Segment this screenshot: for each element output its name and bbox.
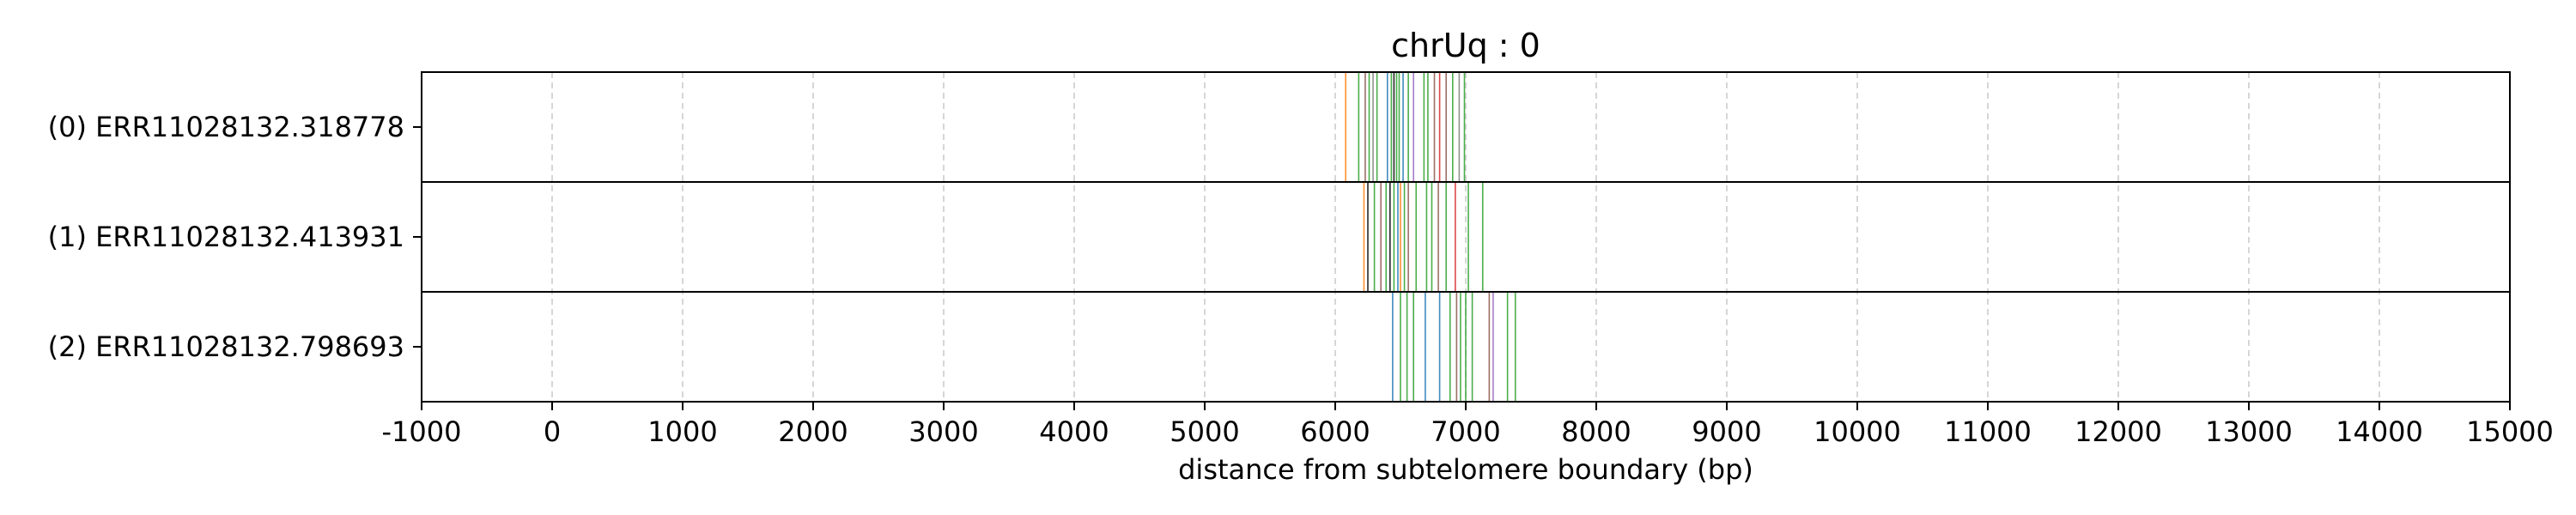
row-label: (2) ERR11028132.798693 — [48, 330, 404, 363]
x-tick-label: 11000 — [1944, 415, 2032, 448]
x-tick-label: 14000 — [2336, 415, 2423, 448]
x-tick-label: 15000 — [2466, 415, 2554, 448]
x-tick-label: 5000 — [1170, 415, 1239, 448]
x-tick-label: 6000 — [1300, 415, 1370, 448]
x-tick-label: 10000 — [1814, 415, 1901, 448]
x-tick-label: 4000 — [1039, 415, 1109, 448]
x-tick-label: 3000 — [908, 415, 978, 448]
chart-title: chrUq : 0 — [1391, 27, 1540, 64]
x-axis-ticks: -1000 0 1000 2000 3000 4000 5000 6000 7000 8000 90… — [382, 402, 2554, 448]
x-tick-label: 13000 — [2205, 415, 2293, 448]
x-tick-label: 7000 — [1431, 415, 1500, 448]
row-label: (1) ERR11028132.413931 — [48, 221, 404, 253]
x-tick-label: 9000 — [1692, 415, 1761, 448]
x-tick-label: 1000 — [647, 415, 717, 448]
x-tick-label: 8000 — [1561, 415, 1631, 448]
x-tick-label: 2000 — [778, 415, 848, 448]
row-labels: (0) ERR11028132.318778 (1) ERR11028132.41… — [48, 111, 422, 363]
x-tick-label: -1000 — [382, 415, 462, 448]
x-tick-label: 0 — [544, 415, 561, 448]
x-tick-label: 12000 — [2075, 415, 2162, 448]
x-axis-label: distance from subtelomere boundary (bp) — [1178, 453, 1753, 486]
event-marks — [1345, 72, 1516, 402]
row-label: (0) ERR11028132.318778 — [48, 111, 404, 143]
